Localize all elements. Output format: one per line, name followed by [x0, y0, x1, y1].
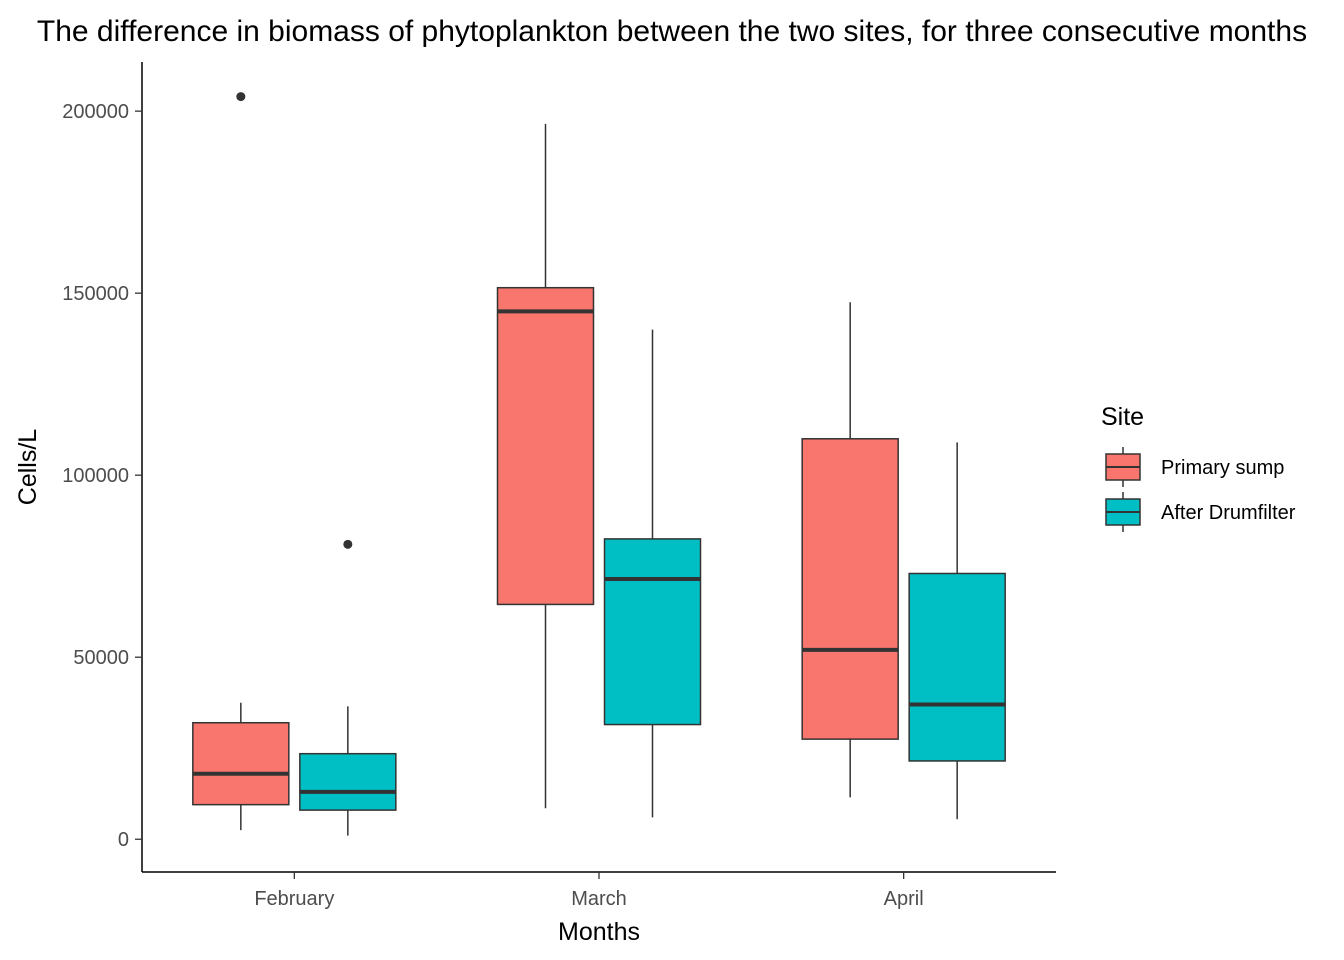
- box: [603, 538, 702, 726]
- box: [299, 752, 397, 811]
- box-group: [603, 329, 702, 818]
- plot-area: [192, 92, 1006, 836]
- box-group: [299, 539, 397, 836]
- x-axis: February March April: [142, 871, 1056, 910]
- legend: Site Primary sump After Drumfilter: [1101, 403, 1296, 532]
- outlier-point: [236, 92, 246, 102]
- y-tick-label: 50000: [73, 647, 129, 669]
- box-group: [496, 123, 595, 809]
- box: [192, 721, 290, 806]
- box: [496, 286, 595, 606]
- outlier-point: [343, 539, 353, 549]
- chart-title: The difference in biomass of phytoplankt…: [37, 15, 1307, 48]
- box-group: [801, 302, 899, 798]
- x-axis-title: Months: [558, 918, 640, 946]
- x-tick-label: February: [254, 888, 334, 910]
- y-axis: 0 50000 100000 150000 200000: [62, 62, 143, 872]
- box-group: [192, 92, 290, 831]
- y-tick-label: 0: [118, 829, 129, 851]
- legend-title: Site: [1101, 403, 1144, 431]
- legend-label: Primary sump: [1161, 457, 1284, 479]
- x-tick-label: March: [571, 888, 627, 910]
- legend-label: After Drumfilter: [1161, 502, 1296, 524]
- legend-item: After Drumfilter: [1105, 492, 1296, 532]
- x-tick-label: April: [884, 888, 924, 910]
- box: [908, 572, 1006, 762]
- y-axis-title: Cells/L: [14, 429, 42, 506]
- y-tick-label: 200000: [62, 101, 129, 123]
- y-tick-label: 150000: [62, 283, 129, 305]
- y-tick-label: 100000: [62, 465, 129, 487]
- box: [801, 438, 899, 740]
- box-group: [908, 442, 1006, 820]
- legend-item: Primary sump: [1105, 447, 1284, 487]
